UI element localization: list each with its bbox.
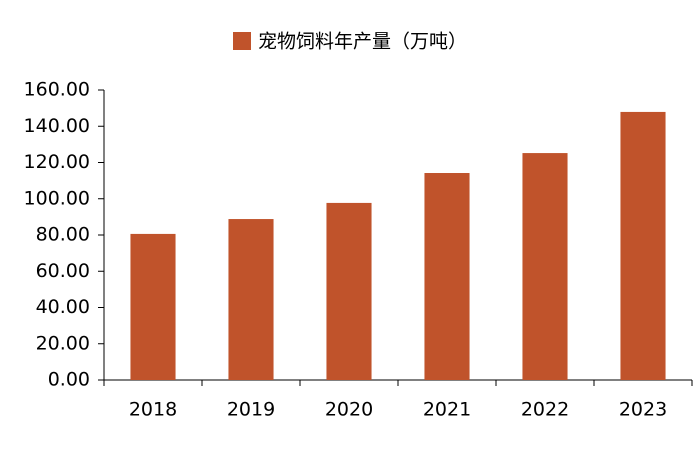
- y-tick-label: 120.00: [24, 151, 90, 173]
- bar: [522, 153, 568, 380]
- y-tick-label: 160.00: [24, 79, 90, 101]
- y-tick-label: 0.00: [48, 369, 90, 391]
- bar: [130, 233, 176, 380]
- x-tick-label: 2022: [521, 399, 569, 421]
- x-tick-label: 2021: [423, 399, 471, 421]
- bar: [228, 219, 274, 380]
- y-tick-label: 80.00: [36, 224, 90, 246]
- legend: 宠物饲料年产量（万吨）: [233, 31, 467, 53]
- x-tick-label: 2023: [619, 399, 667, 421]
- y-tick-label: 60.00: [36, 260, 90, 282]
- y-tick-label: 40.00: [36, 296, 90, 318]
- x-tick-label: 2019: [227, 399, 275, 421]
- y-tick-label: 100.00: [24, 187, 90, 209]
- x-tick-label: 2018: [129, 399, 177, 421]
- legend-label: 宠物饲料年产量（万吨）: [258, 31, 467, 53]
- legend-swatch: [233, 32, 251, 50]
- y-tick-label: 140.00: [24, 115, 90, 137]
- bar: [326, 202, 372, 380]
- bar: [424, 173, 470, 380]
- x-tick-label: 2020: [325, 399, 373, 421]
- bar: [620, 111, 666, 381]
- y-tick-label: 20.00: [36, 332, 90, 354]
